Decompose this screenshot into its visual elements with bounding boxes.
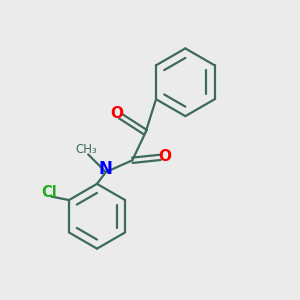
Text: O: O — [110, 106, 123, 121]
Text: CH₃: CH₃ — [76, 142, 98, 156]
Text: Cl: Cl — [41, 185, 57, 200]
Text: N: N — [99, 160, 113, 178]
Text: O: O — [158, 149, 172, 164]
